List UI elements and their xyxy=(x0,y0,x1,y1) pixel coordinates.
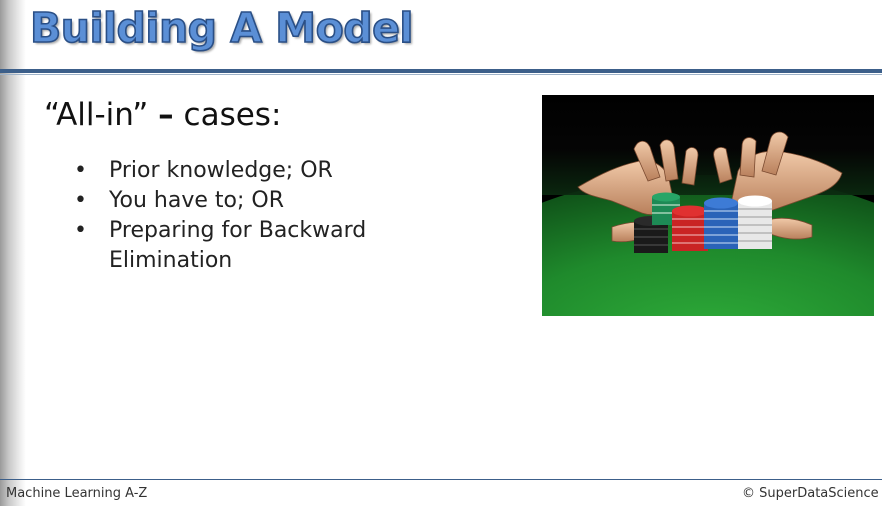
footer-course-name: Machine Learning A-Z xyxy=(6,486,148,501)
heading-dash: – xyxy=(158,97,174,133)
bullet-dot: • xyxy=(74,158,87,183)
bullet-text: Preparing for Backward Elimination xyxy=(109,218,367,273)
bullet-item: • Preparing for Backward Elimination xyxy=(72,216,472,276)
bullet-item: • Prior knowledge; OR xyxy=(72,156,472,186)
bullet-text: Prior knowledge; OR xyxy=(109,158,333,183)
footer-copyright: © SuperDataScience xyxy=(742,486,879,501)
slide-title: Building A Model xyxy=(29,3,414,53)
bullet-text: You have to; OR xyxy=(109,188,284,213)
heading-lead: “All-in” xyxy=(44,97,149,133)
bullet-list: • Prior knowledge; OR • You have to; OR • P… xyxy=(72,156,472,276)
bullet-dot: • xyxy=(74,218,87,243)
slide-left-shadow xyxy=(0,0,26,506)
title-divider-thin xyxy=(0,74,882,75)
bullet-item: • You have to; OR xyxy=(72,186,472,216)
bullet-dot: • xyxy=(74,188,87,213)
section-heading: “All-in” – cases: xyxy=(44,97,281,133)
heading-rest: cases: xyxy=(183,97,282,133)
footer-divider xyxy=(0,479,882,480)
title-divider xyxy=(0,69,882,73)
poker-chips-photo xyxy=(542,95,874,316)
chip-stacks-icon xyxy=(634,192,772,253)
left-hand-icon xyxy=(577,139,699,243)
